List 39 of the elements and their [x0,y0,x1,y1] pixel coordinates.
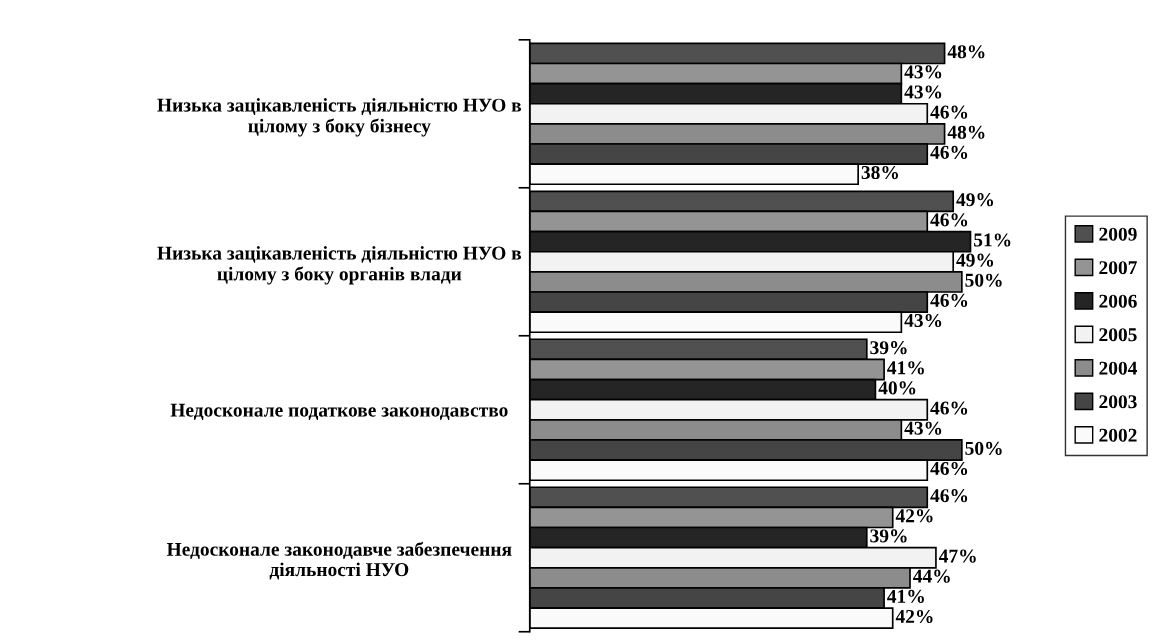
data-label: 43% [904,85,942,99]
legend-label: 2006 [1099,294,1137,308]
legend-label: 2005 [1099,328,1137,342]
data-label: 43% [904,65,942,79]
legend-label: 2002 [1099,428,1137,442]
data-label: 51% [974,233,1011,247]
data-label: 46% [930,105,968,119]
legend-label: 2003 [1099,395,1137,409]
data-label: 46% [930,145,968,159]
data-label: 46% [930,401,968,415]
data-label: 46% [930,213,968,227]
data-label: 50% [965,273,1002,287]
legend-label: 2004 [1099,361,1138,375]
data-label: 44% [913,569,950,583]
data-label: 49% [956,253,994,267]
data-label: 43% [904,421,942,435]
data-label: 48% [947,45,985,59]
y-tick-label: Низька зацікавленість діяльністю НУО в цілому з боку бізнесу [157,98,522,137]
data-label: 46% [930,489,968,503]
data-label: 46% [930,461,968,476]
legend-label: 2009 [1099,227,1137,241]
data-label: 42% [895,509,933,523]
data-label: 41% [887,361,924,375]
data-label: 50% [965,441,1002,455]
data-label: 39% [870,341,907,355]
legend-label: 2007 [1099,261,1137,275]
data-label: 49% [956,193,994,207]
data-label: 42% [895,609,933,624]
data-label: 47% [938,549,976,563]
y-tick-label: Недосконале податкове законодавство [170,403,508,420]
data-label: 38% [861,165,898,180]
y-tick-label: Недосконале законодавче забезпечення діяльності НУО [166,541,512,580]
y-tick-label: Низька зацікавленість діяльністю НУО в цілому з боку органів влади [157,246,522,285]
data-label: 48% [947,125,985,139]
data-label: 40% [878,381,916,395]
data-label: 46% [930,293,968,307]
data-label: 41% [887,589,924,603]
data-label: 43% [904,313,942,328]
data-label: 39% [870,529,907,543]
